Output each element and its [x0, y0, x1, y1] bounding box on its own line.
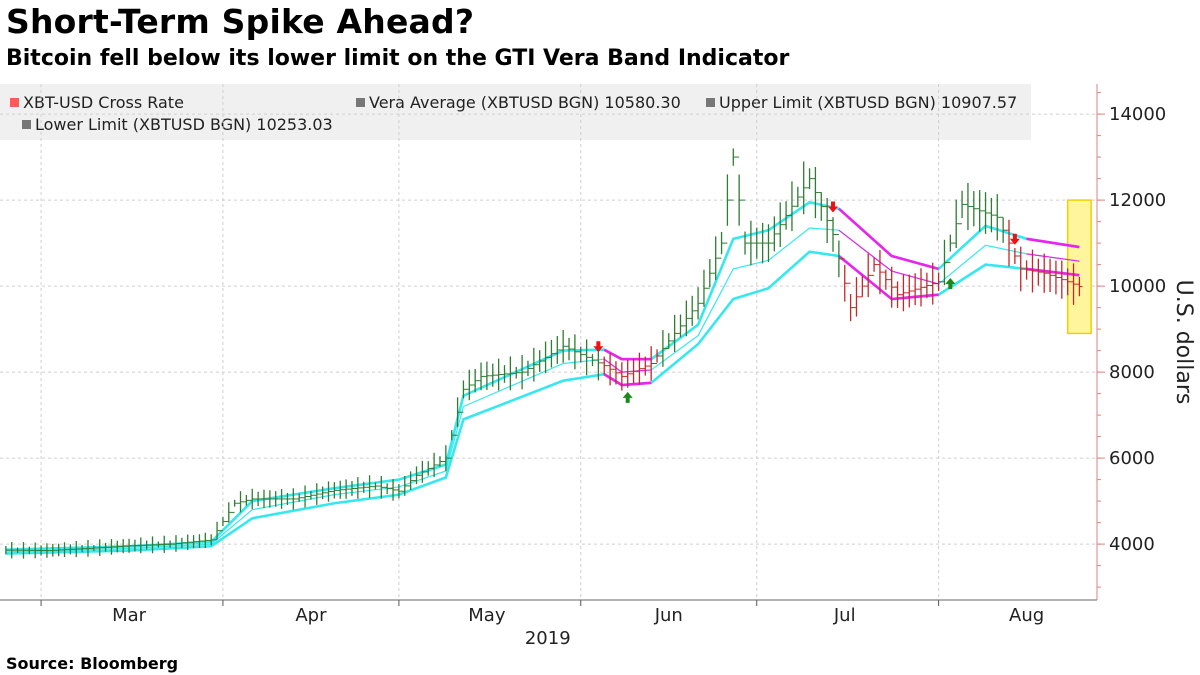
x-tick-label: Jun [654, 605, 683, 626]
legend-swatch-lower-limit [22, 120, 31, 129]
band-downtrend-segment [838, 254, 939, 301]
band-downtrend-segment [838, 229, 939, 285]
buy-signal-arrow [622, 391, 633, 403]
legend-item-upper-limit: Upper Limit (XBTUSD BGN) 10907.57 [706, 93, 1017, 112]
band-downtrend-segment [1026, 253, 1080, 262]
sell-signal-arrow [828, 201, 839, 213]
y-tick-label: 4000 [1109, 534, 1155, 555]
x-year-label: 2019 [525, 628, 571, 649]
legend-swatch-upper-limit [706, 98, 715, 107]
x-tick-label: Jul [833, 605, 856, 626]
y-tick-label: 10000 [1109, 276, 1166, 297]
sell-signal-arrow [593, 341, 604, 353]
x-tick-label: Apr [295, 605, 327, 626]
highlight-box [1066, 199, 1092, 335]
y-tick-label: 12000 [1109, 190, 1166, 211]
y-tick-label: 6000 [1109, 448, 1155, 469]
axes: 4000 6000 8000 10000 12000 14000 Mar Apr May Jun J… [0, 84, 1196, 649]
buy-signal-arrow [945, 277, 956, 289]
chart-title: Short-Term Spike Ahead? [6, 2, 475, 41]
band-lines [5, 200, 1080, 555]
band-downtrend-segment [603, 348, 652, 361]
highlight-layer [1066, 199, 1092, 335]
signal-markers [593, 201, 1020, 403]
band-downtrend-segment [1026, 237, 1080, 249]
x-tick-label: May [468, 605, 506, 626]
sell-signal-arrow [1009, 233, 1020, 245]
legend-label-upper-limit: Upper Limit (XBTUSD BGN) 10907.57 [719, 93, 1018, 112]
chart-subtitle: Bitcoin fell below its lower limit on th… [6, 46, 790, 71]
grid-lines [0, 84, 1097, 600]
legend-item-lower-limit: Lower Limit (XBTUSD BGN) 10253.03 [22, 115, 333, 134]
legend-swatch-vera-average [356, 98, 365, 107]
x-tick-label: Mar [112, 605, 147, 626]
y-tick-label: 14000 [1109, 104, 1166, 125]
legend-label-lower-limit: Lower Limit (XBTUSD BGN) 10253.03 [35, 115, 333, 134]
source-note: Source: Bloomberg [6, 654, 179, 673]
y-tick-label: 8000 [1109, 362, 1155, 383]
legend-swatch-xbt [10, 98, 19, 107]
legend-label-xbt: XBT-USD Cross Rate [23, 93, 184, 112]
legend-label-vera-average: Vera Average (XBTUSD BGN) 10580.30 [369, 93, 681, 112]
y-axis-label: U.S. dollars [1171, 280, 1196, 405]
x-tick-label: Aug [1009, 605, 1044, 626]
legend-item-vera-average: Vera Average (XBTUSD BGN) 10580.30 [356, 93, 681, 112]
band-downtrend-segment [1026, 267, 1080, 277]
price-bars [5, 148, 1083, 559]
band-downtrend-segment [838, 207, 939, 271]
legend-item-xbt: XBT-USD Cross Rate [10, 93, 184, 112]
band-line-upper-limit [5, 200, 1080, 551]
legend: XBT-USD Cross Rate Vera Average (XBTUSD … [0, 84, 1031, 140]
